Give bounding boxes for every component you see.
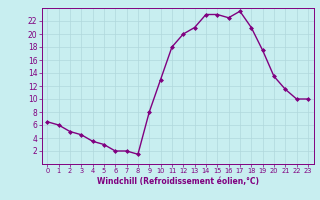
X-axis label: Windchill (Refroidissement éolien,°C): Windchill (Refroidissement éolien,°C) (97, 177, 259, 186)
